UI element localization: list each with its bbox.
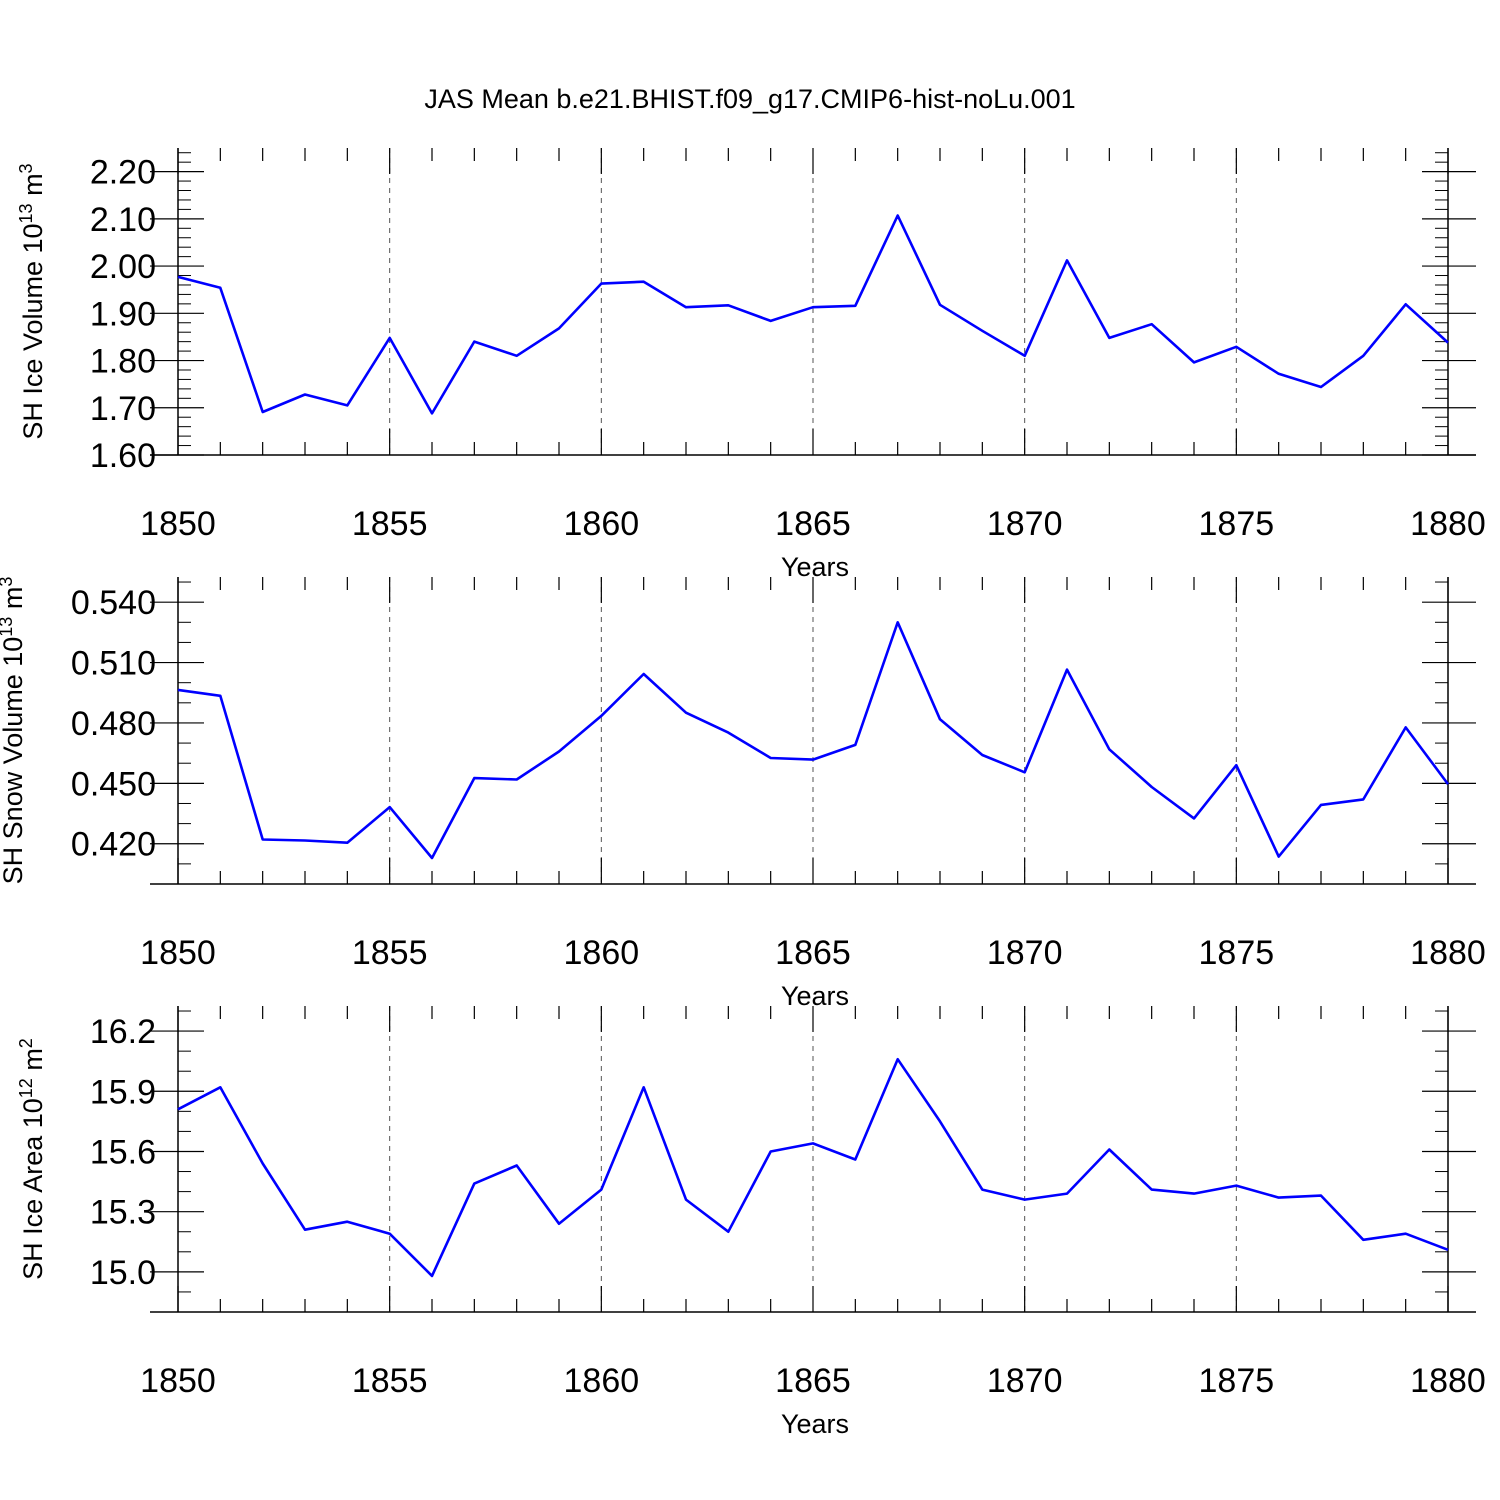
x-tick-label: 1850 <box>140 1362 216 1400</box>
y-tick-label: 15.3 <box>90 1194 156 1232</box>
x-tick-label: 1855 <box>352 934 428 972</box>
x-tick-label: 1865 <box>775 505 851 543</box>
x-tick-label: 1880 <box>1410 1362 1486 1400</box>
series-line <box>177 620 1450 860</box>
x-tick-label: 1875 <box>1199 1362 1275 1400</box>
x-tick-label: 1865 <box>775 1362 851 1400</box>
y-axis-title: SH Ice Volume 1013 m3 <box>16 163 48 439</box>
x-tick-label: 1875 <box>1199 505 1275 543</box>
y-tick-label: 16.2 <box>90 1013 156 1051</box>
x-axis-title: Years <box>781 552 849 582</box>
y-tick-label: 2.10 <box>90 201 156 239</box>
x-tick-label: 1870 <box>987 1362 1063 1400</box>
x-tick-label: 1860 <box>564 505 640 543</box>
x-tick-label: 1870 <box>987 934 1063 972</box>
x-axis-title: Years <box>781 981 849 1011</box>
y-tick-label: 1.70 <box>90 390 156 428</box>
x-tick-label: 1855 <box>352 1362 428 1400</box>
y-tick-label: 1.60 <box>90 437 156 475</box>
x-tick-label: 1850 <box>140 505 216 543</box>
x-axis-title: Years <box>781 1409 849 1439</box>
y-tick-label: 15.9 <box>90 1073 156 1111</box>
y-tick-label: 15.0 <box>90 1254 156 1292</box>
chart-panel-1: 1850 1855 1860 1865 1870 1875 1880 1.60 1.70 1.80… <box>16 148 1486 582</box>
y-tick-label: 0.450 <box>71 765 156 803</box>
y-tick-label: 0.420 <box>71 826 156 864</box>
x-tick-label: 1850 <box>140 934 216 972</box>
y-tick-label: 1.90 <box>90 295 156 333</box>
y-tick-label: 1.80 <box>90 343 156 381</box>
series-line <box>177 1057 1449 1278</box>
x-tick-label: 1865 <box>775 934 851 972</box>
x-tick-label: 1855 <box>352 505 428 543</box>
x-tick-label: 1880 <box>1410 934 1486 972</box>
y-tick-label: 0.510 <box>71 645 156 683</box>
y-tick-label: 0.540 <box>71 584 156 622</box>
y-tick-label: 2.20 <box>90 154 156 192</box>
chart-panel-3: 1850 1855 1860 1865 1870 1875 1880 15.0 15.3 15.6… <box>16 1006 1486 1439</box>
y-tick-label: 2.00 <box>90 248 156 286</box>
y-axis-title: SH Ice Area 1012 m2 <box>16 1038 48 1280</box>
chart-panel-2: 1850 1855 1860 1865 1870 1875 1880 0.420 0.450 0.… <box>0 577 1486 1011</box>
x-tick-label: 1880 <box>1410 505 1486 543</box>
y-tick-label: 0.480 <box>71 705 156 743</box>
y-tick-label: 15.6 <box>90 1133 156 1171</box>
x-tick-label: 1875 <box>1199 934 1275 972</box>
x-tick-label: 1870 <box>987 505 1063 543</box>
x-tick-label: 1860 <box>564 934 640 972</box>
series-line <box>177 214 1449 415</box>
x-tick-label: 1860 <box>564 1362 640 1400</box>
y-axis-title: SH Snow Volume 1013 m3 <box>0 577 28 885</box>
chart-title: JAS Mean b.e21.BHIST.f09_g17.CMIP6-hist-… <box>424 84 1076 114</box>
